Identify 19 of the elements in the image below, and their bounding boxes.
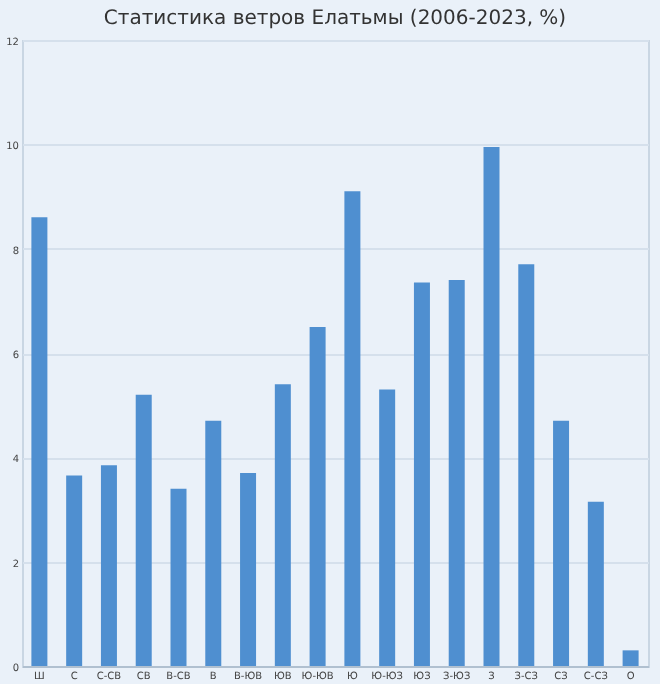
bar — [379, 389, 396, 666]
bar — [483, 146, 500, 666]
bar — [553, 420, 570, 666]
bar — [518, 264, 535, 666]
bar — [309, 326, 326, 666]
bar — [100, 465, 117, 666]
bar — [413, 282, 430, 666]
bar — [135, 394, 152, 666]
bar — [274, 384, 291, 666]
chart-title: Статистика ветров Елатьмы (2006-2023, %) — [103, 8, 567, 30]
bar — [66, 475, 83, 666]
bar — [448, 279, 465, 666]
bar — [170, 488, 187, 666]
bar — [240, 472, 257, 666]
bar — [31, 217, 48, 666]
bar — [205, 420, 222, 666]
bar — [587, 501, 604, 666]
bar — [622, 650, 639, 666]
bar — [344, 191, 361, 666]
